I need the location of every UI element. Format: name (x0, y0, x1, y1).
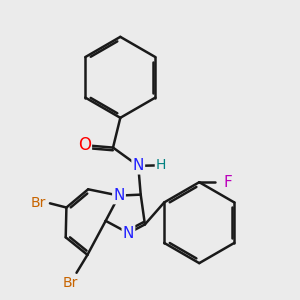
Text: N: N (123, 226, 134, 241)
Text: N: N (113, 188, 125, 203)
Text: Br: Br (31, 196, 46, 210)
Text: H: H (156, 158, 166, 172)
Text: Br: Br (63, 275, 78, 290)
Text: F: F (224, 175, 233, 190)
Text: N: N (133, 158, 144, 173)
Text: O: O (78, 136, 91, 154)
